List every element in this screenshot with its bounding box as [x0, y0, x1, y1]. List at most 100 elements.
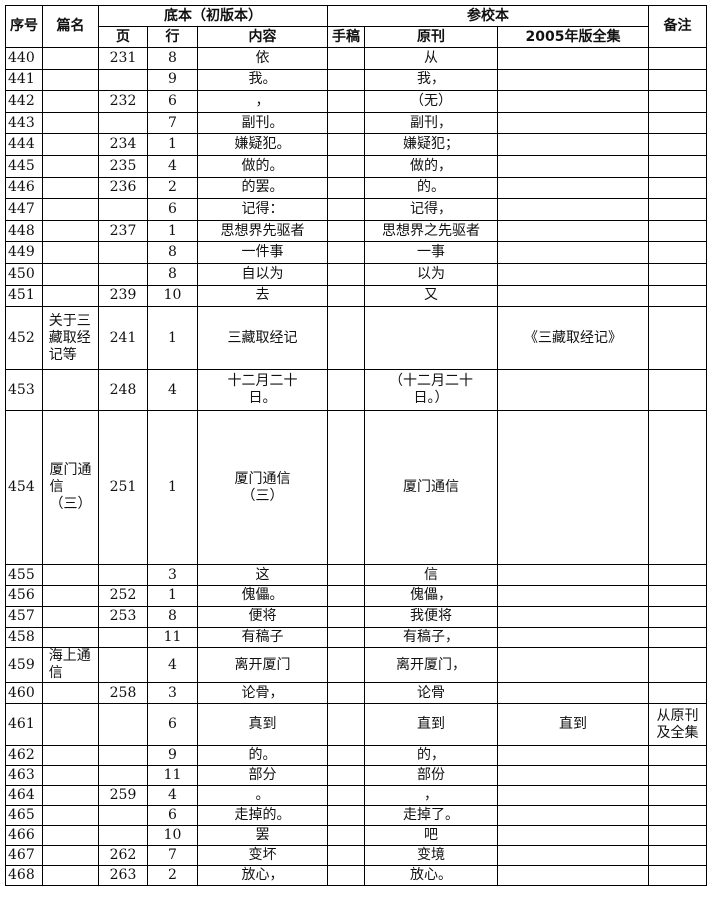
- table-row: 461 6 真到 直到 直到 从原刊及全集: [5, 703, 708, 747]
- table-cell: [648, 626, 708, 649]
- table-row: 442 232 6， （无）: [5, 90, 708, 113]
- table-cell: 454: [5, 410, 43, 566]
- table-container: 序号 篇名 底本（初版本） 参校本 备注 页 行 内容 手稿 原刊 2005年版…: [5, 5, 708, 887]
- table-cell: [497, 241, 650, 264]
- table-cell: [648, 111, 708, 135]
- table-cell: [648, 154, 708, 178]
- table-cell: 11: [147, 765, 198, 787]
- table-cell: [42, 176, 99, 200]
- table-cell: 259: [98, 785, 148, 807]
- table-cell: [327, 241, 366, 264]
- table-cell: [648, 825, 708, 847]
- table-cell: 部份: [364, 765, 499, 787]
- table-cell: 236: [98, 176, 148, 200]
- table-cell: [648, 241, 708, 264]
- table-cell: 9: [147, 68, 198, 92]
- table-cell: [327, 47, 366, 70]
- table-row: 451 239 10 去 又: [5, 284, 708, 308]
- table-cell: [327, 111, 366, 135]
- table-cell: 6: [147, 198, 198, 221]
- header-cell: 底本（初版本）: [97, 5, 329, 27]
- table-cell: 的罢。: [196, 176, 329, 200]
- table-row: 458 11 有稿子 有稿子，: [5, 626, 708, 649]
- table-cell: 4: [147, 154, 198, 178]
- table-row: 466 10 罢 吧: [5, 825, 708, 847]
- table-cell: [98, 805, 148, 827]
- table-cell: 462: [5, 745, 43, 767]
- table-cell: [42, 133, 99, 156]
- table-cell: [42, 865, 99, 887]
- table-cell: 做的。: [196, 154, 329, 178]
- table-cell: [42, 90, 99, 113]
- table-row: 446 236 2 的罢。 的。: [5, 176, 708, 200]
- table-cell: 453: [5, 369, 43, 412]
- table-cell: 走掉的。: [196, 805, 329, 827]
- table-row: 450 8 自以为 以为: [5, 262, 708, 286]
- table-cell: [648, 68, 708, 92]
- table-cell: [648, 410, 708, 566]
- table-cell: 一件事: [196, 241, 329, 264]
- table-cell: 傀儡。: [196, 584, 329, 607]
- table-cell: 248: [98, 369, 148, 412]
- table-cell: [327, 825, 366, 847]
- table-cell: 6: [147, 805, 198, 827]
- table-cell: [98, 241, 148, 264]
- table-cell: 451: [5, 284, 43, 308]
- table-cell: [497, 765, 650, 787]
- table-row: 468 263 2 放心， 放心。: [5, 865, 708, 887]
- table-cell: 8: [147, 47, 198, 70]
- table-cell: 做的，: [364, 154, 499, 178]
- table-row: 460 258 3 论骨， 论骨: [5, 682, 708, 705]
- table-cell: [42, 369, 99, 412]
- table-cell: [327, 682, 366, 705]
- table-cell: [98, 262, 148, 286]
- table-row: 452 关于三藏取经记等 241 1 三藏取经记 《三藏取经记》: [5, 306, 708, 371]
- table-row: 448 237 1 思想界先驱者 思想界之先驱者: [5, 219, 708, 243]
- table-row: 457 253 8 便将 我便将: [5, 605, 708, 628]
- table-cell: 从: [364, 47, 499, 70]
- table-cell: [497, 682, 650, 705]
- table-cell: 461: [5, 703, 43, 747]
- table-cell: 9: [147, 745, 198, 767]
- table-cell: 直到: [497, 703, 650, 747]
- table-cell: （十二月二十日。）: [364, 369, 499, 412]
- cell-text: 厦门通信（三）: [234, 470, 291, 504]
- table-cell: [497, 564, 650, 586]
- table-cell: 这: [196, 564, 329, 586]
- table-cell: [42, 47, 99, 70]
- table-cell: 有稿子，: [364, 626, 499, 649]
- header-cell: 序号: [5, 5, 43, 48]
- table-cell: [327, 176, 366, 200]
- table-cell: [648, 865, 708, 887]
- table-cell: 252: [98, 584, 148, 607]
- table-cell: 从原刊及全集: [648, 703, 708, 747]
- table-cell: [648, 805, 708, 827]
- table-row: 440 231 8 依 从: [5, 47, 708, 70]
- table-cell: [98, 626, 148, 649]
- table-cell: [648, 306, 708, 371]
- table-cell: [327, 703, 366, 747]
- table-row: 464 259 4。 ，: [5, 785, 708, 807]
- table-cell: 450: [5, 262, 43, 286]
- table-cell: [98, 564, 148, 586]
- table-cell: 关于三藏取经记等: [42, 306, 99, 371]
- table-cell: [648, 765, 708, 787]
- table-cell: 1: [147, 584, 198, 607]
- table-cell: [327, 845, 366, 867]
- table-cell: [42, 564, 99, 586]
- table-cell: [648, 584, 708, 607]
- table-cell: 8: [147, 605, 198, 628]
- table-cell: 真到: [196, 703, 329, 747]
- header-row: 序号 篇名 底本（初版本） 参校本 备注: [5, 5, 708, 48]
- table-cell: [497, 198, 650, 221]
- table-cell: [497, 47, 650, 70]
- table-cell: 442: [5, 90, 43, 113]
- table-cell: [497, 865, 650, 887]
- table-cell: [364, 306, 499, 371]
- table-cell: 信: [364, 564, 499, 586]
- table-row: 462 9 的。 的，: [5, 745, 708, 767]
- table-cell: [327, 369, 366, 412]
- table-cell: 嫌疑犯；: [364, 133, 499, 156]
- table-cell: [42, 703, 99, 747]
- table-cell: [648, 90, 708, 113]
